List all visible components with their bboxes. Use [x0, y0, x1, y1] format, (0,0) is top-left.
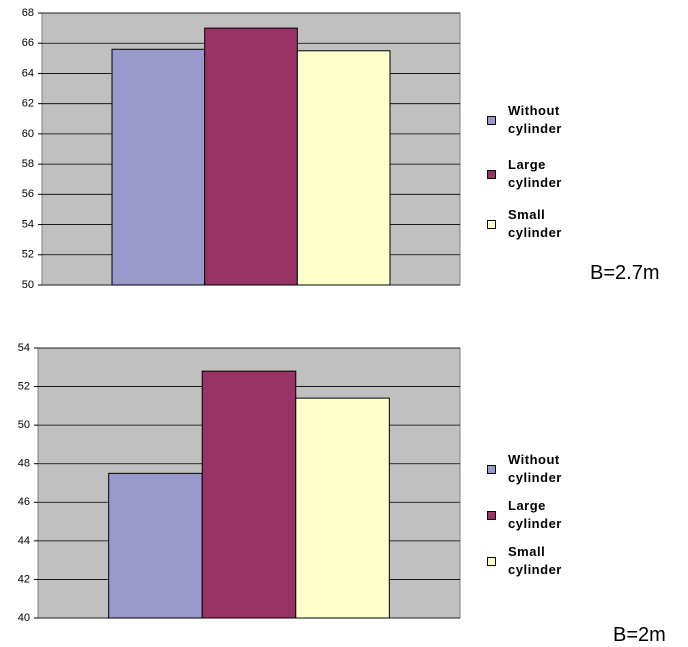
legend-label: Without cylinder: [508, 452, 562, 485]
y-tick-label: 44: [18, 535, 30, 547]
legend-swatch: [487, 116, 496, 125]
legend-swatch: [487, 170, 496, 179]
annotation: B=2m: [613, 624, 666, 646]
legend-swatch: [487, 465, 496, 474]
y-tick-label: 62: [22, 98, 34, 110]
annotation: B=2.7m: [590, 262, 660, 284]
y-tick-label: 54: [22, 218, 34, 230]
y-tick-label: 50: [18, 419, 30, 431]
bar: [108, 472, 203, 619]
y-tick-label: 40: [18, 612, 30, 624]
legend-label: Large cylinder: [508, 498, 562, 531]
y-tick-label: 42: [18, 573, 30, 585]
legend-label: Large cylinder: [508, 157, 562, 190]
y-tick-label: 68: [22, 7, 34, 19]
legend-swatch: [487, 511, 496, 520]
y-tick-label: 64: [22, 67, 34, 79]
legend-swatch: [487, 557, 496, 566]
bar: [111, 48, 206, 286]
legend-swatch: [487, 220, 496, 229]
y-tick-label: 54: [18, 342, 30, 354]
y-tick-label: 58: [22, 158, 34, 170]
legend-label: Without cylinder: [508, 103, 562, 136]
y-tick-label: 60: [22, 128, 34, 140]
bar: [295, 397, 390, 619]
legend-label: Small cylinder: [508, 544, 562, 577]
bar: [201, 370, 297, 619]
y-tick-label: 52: [18, 380, 30, 392]
y-tick-label: 52: [22, 249, 34, 261]
y-tick-label: 50: [22, 279, 34, 291]
legend-label: Small cylinder: [508, 207, 562, 240]
y-tick-label: 46: [18, 496, 30, 508]
y-tick-label: 56: [22, 188, 34, 200]
y-tick-label: 66: [22, 37, 34, 49]
bar: [204, 27, 298, 286]
bar: [296, 50, 391, 286]
y-tick-label: 48: [18, 458, 30, 470]
